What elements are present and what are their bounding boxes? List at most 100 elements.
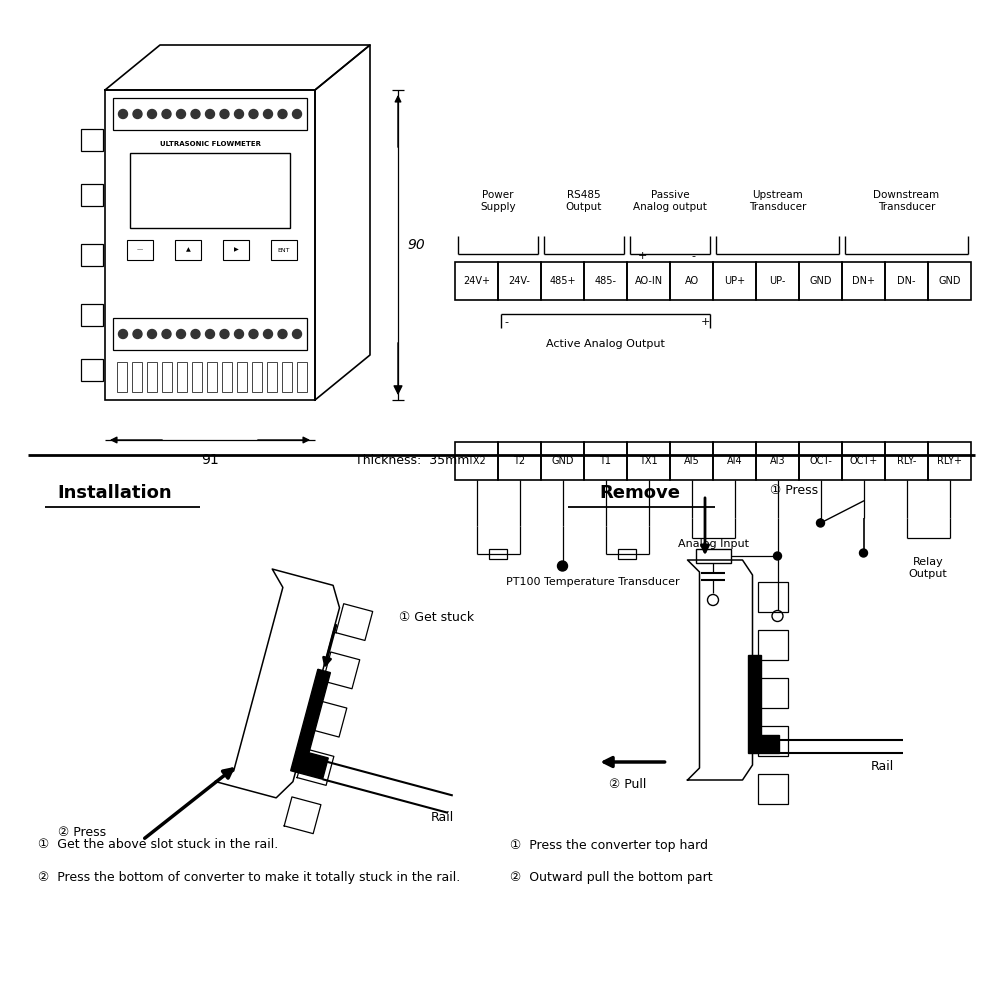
Bar (758, 726, 788, 756)
Circle shape (249, 330, 258, 338)
Bar (162, 362, 172, 392)
Circle shape (774, 552, 782, 560)
Bar (584, 442, 627, 480)
Bar (237, 362, 247, 392)
Text: UP+: UP+ (724, 276, 745, 286)
Bar (670, 442, 713, 480)
Bar (81, 244, 103, 266)
Circle shape (119, 330, 128, 338)
Bar (696, 549, 730, 563)
Text: RLY+: RLY+ (937, 456, 962, 466)
Bar (222, 362, 232, 392)
Text: AI3: AI3 (770, 456, 785, 466)
Polygon shape (748, 655, 778, 753)
Bar (713, 262, 756, 300)
Text: 485+: 485+ (549, 276, 576, 286)
Text: TX2: TX2 (467, 456, 486, 466)
Text: OCT+: OCT+ (849, 456, 878, 466)
Bar (885, 442, 928, 480)
Text: ▲: ▲ (186, 247, 190, 252)
Text: Installation: Installation (58, 484, 172, 502)
Text: ②  Outward pull the bottom part: ② Outward pull the bottom part (510, 870, 713, 884)
Text: GND: GND (938, 276, 961, 286)
Text: T2: T2 (513, 456, 526, 466)
Text: UP-: UP- (769, 276, 786, 286)
Bar (842, 442, 885, 480)
Circle shape (249, 109, 258, 118)
Text: ENT: ENT (278, 247, 290, 252)
Bar (282, 362, 292, 392)
Bar (81, 304, 103, 326)
Text: Remove: Remove (600, 484, 680, 502)
Bar (885, 262, 928, 300)
Text: ① Get stuck: ① Get stuck (399, 611, 474, 624)
Bar (758, 630, 788, 660)
Text: +: + (700, 317, 710, 327)
Text: Active Analog Output: Active Analog Output (546, 339, 665, 349)
Text: +: + (637, 251, 647, 261)
Bar (297, 362, 307, 392)
Bar (758, 678, 788, 708)
Bar (758, 582, 788, 612)
Text: ② Press: ② Press (58, 826, 107, 838)
Text: Relay
Output: Relay Output (909, 557, 947, 579)
Circle shape (162, 109, 171, 118)
Text: DN+: DN+ (852, 276, 875, 286)
Bar (455, 262, 498, 300)
Bar (207, 362, 217, 392)
Bar (192, 362, 202, 392)
Text: AI5: AI5 (684, 456, 699, 466)
Text: ULTRASONIC FLOWMETER: ULTRASONIC FLOWMETER (160, 141, 260, 147)
Bar (498, 442, 541, 480)
Text: 24V+: 24V+ (463, 276, 490, 286)
Bar (670, 262, 713, 300)
Text: Analog Input: Analog Input (678, 539, 748, 549)
Circle shape (176, 109, 186, 118)
Text: AO: AO (684, 276, 699, 286)
Text: AO-IN: AO-IN (634, 276, 663, 286)
Bar (223, 240, 249, 260)
Bar (627, 262, 670, 300)
Bar (177, 362, 187, 392)
Text: RLY-: RLY- (897, 456, 916, 466)
Text: Passive
Analog output: Passive Analog output (633, 190, 707, 212)
Circle shape (133, 330, 142, 338)
Text: PT100 Temperature Transducer: PT100 Temperature Transducer (507, 577, 680, 587)
Text: TX1: TX1 (639, 456, 658, 466)
Bar (81, 129, 103, 151)
Bar (756, 262, 799, 300)
Text: 24V-: 24V- (509, 276, 530, 286)
Text: ②  Press the bottom of converter to make it totally stuck in the rail.: ② Press the bottom of converter to make … (38, 870, 460, 884)
Circle shape (234, 109, 244, 118)
Circle shape (133, 109, 142, 118)
Bar (113, 318, 307, 350)
Bar (81, 359, 103, 381)
Text: ▶: ▶ (234, 247, 238, 252)
Text: T1: T1 (600, 456, 612, 466)
Bar (252, 362, 262, 392)
Text: -: - (504, 317, 508, 327)
Circle shape (220, 330, 229, 338)
Bar (455, 442, 498, 480)
Text: Upstream
Transducer: Upstream Transducer (749, 190, 806, 212)
Text: DN-: DN- (897, 276, 916, 286)
Circle shape (148, 330, 156, 338)
Bar (117, 362, 127, 392)
Text: Power
Supply: Power Supply (480, 190, 516, 212)
Bar (175, 240, 201, 260)
Text: ①  Press the converter top hard: ① Press the converter top hard (510, 838, 708, 852)
Text: —: — (137, 247, 143, 252)
Bar (132, 362, 142, 392)
Circle shape (191, 109, 200, 118)
Circle shape (278, 330, 287, 338)
Text: AI4: AI4 (727, 456, 742, 466)
Text: RS485
Output: RS485 Output (566, 190, 602, 212)
Circle shape (148, 109, 156, 118)
Bar (498, 262, 541, 300)
Text: GND: GND (809, 276, 832, 286)
Bar (584, 262, 627, 300)
Text: GND: GND (551, 456, 574, 466)
Bar (541, 262, 584, 300)
Text: ① Press: ① Press (770, 484, 818, 496)
Text: 90: 90 (407, 238, 425, 252)
